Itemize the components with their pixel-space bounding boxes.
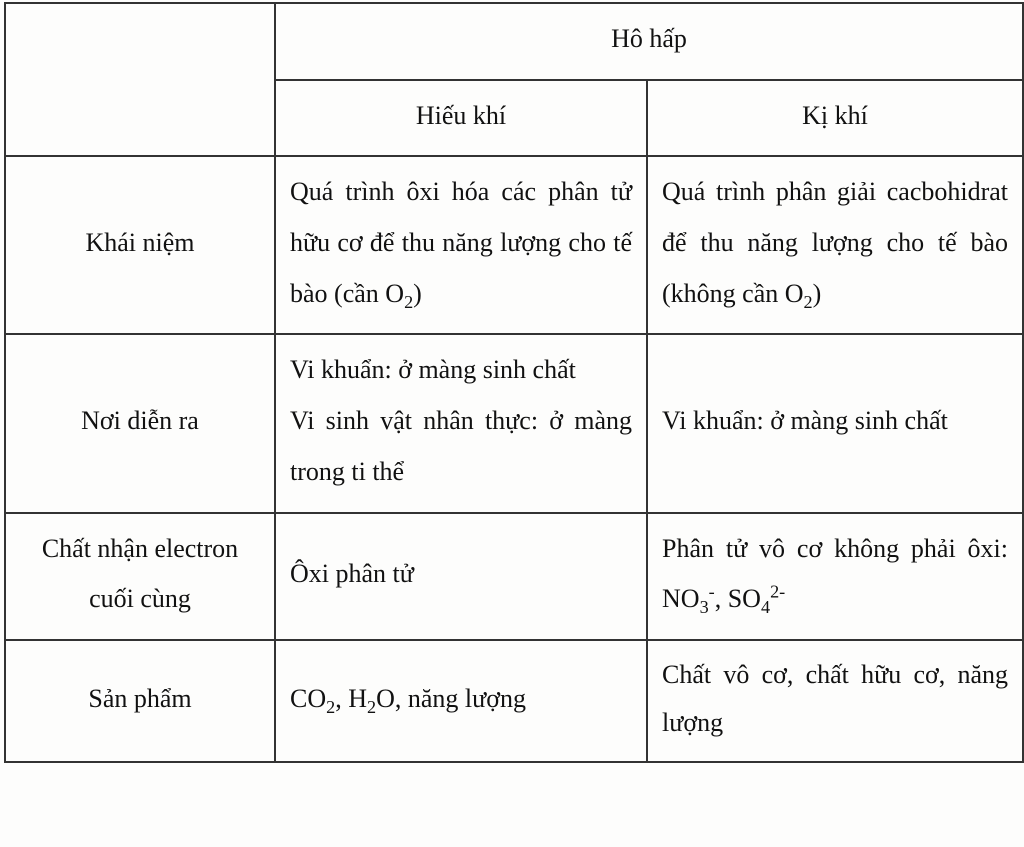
cell-anaerobic: Vi khuẩn: ở màng sinh chất <box>647 334 1023 512</box>
header-anaerobic: Kị khí <box>647 80 1023 157</box>
cell-anaerobic: Chất vô cơ, chất hữu cơ, năng lượng <box>647 640 1023 762</box>
row-label: Nơi diễn ra <box>5 334 275 512</box>
header-blank <box>5 3 275 156</box>
table-row: Sản phẩm CO2, H2O, năng lượng Chất vô cơ… <box>5 640 1023 762</box>
header-aerobic: Hiếu khí <box>275 80 647 157</box>
row-label: Chất nhận electron cuối cùng <box>5 513 275 640</box>
cell-aerobic: CO2, H2O, năng lượng <box>275 640 647 762</box>
comparison-table: Hô hấp Hiếu khí Kị khí Khái niệm Quá trì… <box>4 2 1024 763</box>
table-row: Khái niệm Quá trình ôxi hóa các phân tử … <box>5 156 1023 334</box>
row-label: Sản phẩm <box>5 640 275 762</box>
row-label: Khái niệm <box>5 156 275 334</box>
header-group-label: Hô hấp <box>275 3 1023 80</box>
page: Hô hấp Hiếu khí Kị khí Khái niệm Quá trì… <box>0 0 1024 847</box>
cell-anaerobic: Phân tử vô cơ không phải ôxi: NO3-, SO42… <box>647 513 1023 640</box>
table-row: Chất nhận electron cuối cùng Ôxi phân tử… <box>5 513 1023 640</box>
table-body: Khái niệm Quá trình ôxi hóa các phân tử … <box>5 156 1023 762</box>
cell-anaerobic: Quá trình phân giải cacbohidrat để thu n… <box>647 156 1023 334</box>
table-header: Hô hấp Hiếu khí Kị khí <box>5 3 1023 156</box>
table-row: Nơi diễn ra Vi khuẩn: ở màng sinh chấtVi… <box>5 334 1023 512</box>
cell-aerobic: Ôxi phân tử <box>275 513 647 640</box>
cell-aerobic: Vi khuẩn: ở màng sinh chấtVi sinh vật nh… <box>275 334 647 512</box>
table-header-row-group: Hô hấp <box>5 3 1023 80</box>
cell-aerobic: Quá trình ôxi hóa các phân tử hữu cơ để … <box>275 156 647 334</box>
